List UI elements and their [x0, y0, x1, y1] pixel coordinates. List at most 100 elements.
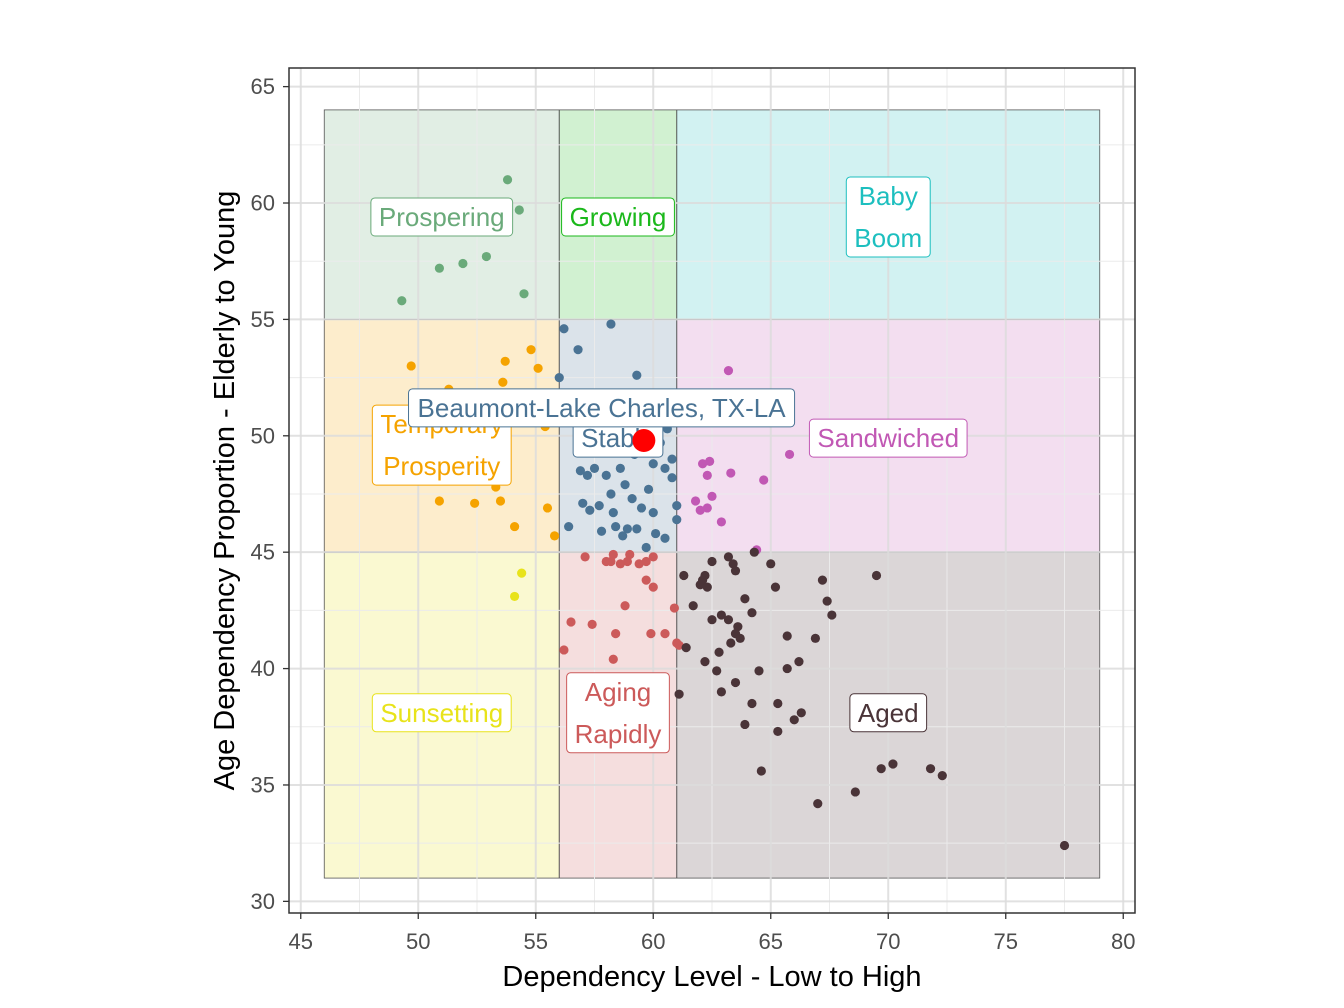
- point-aged: [716, 687, 727, 697]
- x-tick-label: 55: [524, 929, 548, 954]
- point-aged: [726, 638, 736, 648]
- point-aging-rapidly: [625, 549, 635, 560]
- point-sunsetting: [517, 568, 527, 578]
- point-aged: [688, 601, 698, 611]
- point-stable: [559, 324, 569, 334]
- point-stable: [660, 533, 670, 543]
- point-aging-rapidly: [615, 559, 625, 569]
- point-aging-rapidly: [587, 619, 597, 629]
- zone-label-box: [561, 197, 675, 237]
- x-tick-label: 45: [289, 929, 313, 954]
- zone-label-sandwiched: Sandwiched: [808, 418, 968, 458]
- point-aged: [1059, 840, 1070, 851]
- point-aged: [747, 698, 757, 709]
- point-prospering: [519, 289, 529, 299]
- point-stable: [596, 526, 607, 536]
- point-aged: [747, 608, 757, 618]
- point-stable: [667, 473, 677, 483]
- point-stable: [575, 466, 586, 476]
- zone-label-baby-boom: Baby Boom: [845, 176, 931, 258]
- point-aged: [876, 764, 886, 774]
- zone-label-text: Aging: [585, 677, 652, 707]
- y-tick-label: 50: [251, 423, 275, 448]
- point-temporary-prosperity: [533, 363, 543, 373]
- point-temporary-prosperity: [498, 377, 508, 387]
- point-prospering: [397, 296, 407, 306]
- point-sandwiched: [695, 505, 705, 515]
- axes: 45 50 55 60 65 70 75 80 30 35 40 45 50 55 60 65: [251, 74, 1136, 954]
- point-aged: [740, 719, 750, 730]
- point-aged: [782, 663, 792, 674]
- point-temporary-prosperity: [500, 356, 510, 366]
- zone-label-text: Boom: [854, 223, 922, 253]
- point-aged: [937, 771, 947, 781]
- y-tick-label: 30: [251, 889, 275, 914]
- zone-label-text: Sunsetting: [380, 698, 503, 728]
- point-aging-rapidly: [641, 575, 651, 585]
- point-temporary-prosperity: [542, 503, 553, 513]
- point-stable: [582, 470, 593, 480]
- point-stable: [589, 463, 600, 473]
- point-stable: [606, 319, 616, 329]
- panel-border: [288, 67, 1136, 914]
- x-tick-label: 75: [994, 929, 1018, 954]
- point-temporary-prosperity: [495, 496, 506, 506]
- point-sunsetting: [509, 591, 520, 602]
- point-aged: [773, 726, 783, 737]
- y-tick-label: 60: [251, 191, 275, 216]
- point-sandwiched: [726, 468, 736, 478]
- point-aged: [925, 764, 936, 774]
- point-aged: [728, 559, 738, 569]
- point-prospering: [458, 258, 468, 269]
- zone-label-sunsetting: Sunsetting: [371, 693, 512, 733]
- point-aging-rapidly: [622, 556, 633, 567]
- point-aged: [716, 610, 727, 620]
- point-prospering: [514, 205, 524, 215]
- point-stable: [573, 345, 583, 355]
- point-aging-rapidly: [669, 603, 680, 613]
- point-sandwiched: [702, 470, 712, 480]
- point-sandwiched: [784, 449, 795, 460]
- point-aged: [700, 656, 710, 667]
- point-aging-rapidly: [648, 552, 658, 562]
- point-stable: [611, 521, 621, 532]
- point-aging-rapidly: [660, 629, 670, 639]
- zone-label-aging-rapidly: Aging Rapidly: [566, 672, 670, 754]
- point-temporary-prosperity: [549, 531, 560, 541]
- zone-label-growing: Growing: [561, 197, 675, 237]
- point-aging-rapidly: [646, 629, 656, 639]
- x-tick-label: 70: [876, 929, 900, 954]
- zone-label-box: [845, 176, 931, 258]
- y-axis-title: Age Dependency Proportion - Elderly to Y…: [209, 191, 241, 791]
- point-aging-rapidly: [606, 556, 616, 567]
- point-sandwiched: [705, 456, 715, 467]
- point-aged: [698, 575, 708, 585]
- zone-label-text: Growing: [570, 202, 667, 232]
- point-sandwiched: [690, 496, 701, 506]
- point-temporary-prosperity: [509, 521, 520, 532]
- point-aged: [810, 633, 821, 643]
- point-aged: [712, 666, 722, 676]
- point-aged: [714, 647, 724, 657]
- point-stable: [660, 463, 670, 473]
- point-stable: [636, 503, 647, 513]
- zone-label-text: Rapidly: [575, 719, 662, 749]
- point-stable: [648, 459, 658, 469]
- point-aging-rapidly: [634, 559, 644, 569]
- point-aged: [794, 656, 804, 667]
- point-aging-rapidly: [641, 556, 651, 567]
- point-sandwiched: [759, 475, 769, 485]
- zone-label-text: Sandwiched: [817, 423, 959, 453]
- y-tick-label: 35: [251, 772, 275, 797]
- point-aged: [707, 615, 717, 625]
- zone-label-prospering: Prospering: [370, 197, 514, 237]
- zone-label-text: Prospering: [379, 202, 505, 232]
- point-stable: [672, 501, 682, 511]
- point-stable: [601, 470, 611, 480]
- point-aged: [871, 570, 882, 581]
- zone-label-text: Baby: [859, 181, 918, 211]
- point-aged: [749, 547, 759, 557]
- x-tick-label: 65: [759, 929, 783, 954]
- x-tick-label: 60: [641, 929, 665, 954]
- point-aged: [730, 566, 741, 576]
